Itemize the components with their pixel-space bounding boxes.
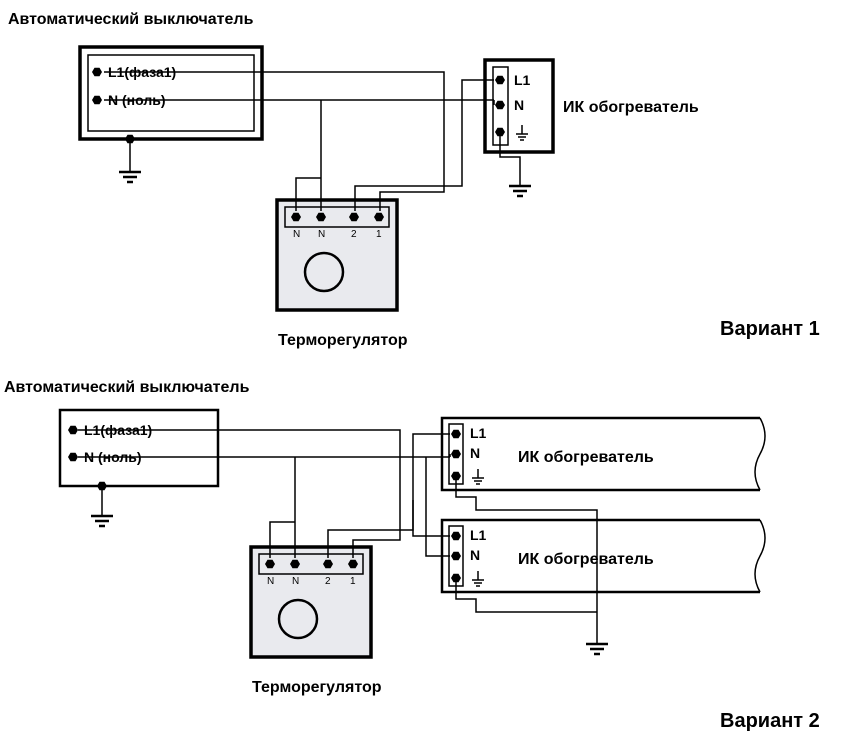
- variant-2-label: Вариант 2: [720, 710, 820, 732]
- h2a-l1: L1: [470, 425, 487, 441]
- thermo1-t1: N: [293, 229, 300, 240]
- thermostat-1: N N 2 1 Терморегулятор: [277, 200, 408, 349]
- h2a-label: ИК обогреватель: [518, 449, 654, 466]
- thermo2-t3: 2: [325, 576, 331, 587]
- h2b-label: ИК обогреватель: [518, 551, 654, 568]
- thermo2-t4: 1: [350, 576, 356, 587]
- heater-2b: L1 N ИК обогреватель: [442, 518, 830, 594]
- h2b-l1: L1: [470, 527, 487, 543]
- thermo1-t2: N: [318, 229, 325, 240]
- h2a-n: N: [470, 445, 480, 461]
- variant-1-label: Вариант 1: [720, 318, 820, 340]
- heater-2a: L1 N ИК обогреватель: [442, 416, 830, 492]
- thermostat-2: N N 2 1 Терморегулятор: [251, 547, 382, 696]
- circuit-breaker-1: L1(фаза1) N (ноль): [80, 47, 262, 182]
- variant-2: Автоматический выключатель L1(фаза1) N (…: [4, 379, 830, 732]
- variant-1: Автоматический выключатель L1(фаза1) N (…: [8, 11, 820, 349]
- heater1-label: ИК обогреватель: [563, 99, 699, 116]
- breaker-title-2: Автоматический выключатель: [4, 379, 250, 396]
- breaker-title-1: Автоматический выключатель: [8, 11, 254, 28]
- thermostat2-label: Терморегулятор: [252, 679, 382, 696]
- thermo2-t2: N: [292, 576, 299, 587]
- heater1-n: N: [514, 97, 524, 113]
- thermo1-t4: 1: [376, 229, 382, 240]
- h2b-n: N: [470, 547, 480, 563]
- circuit-breaker-2: L1(фаза1) N (ноль): [60, 410, 218, 526]
- heater1-l1: L1: [514, 72, 531, 88]
- wiring-diagram: Автоматический выключатель L1(фаза1) N (…: [0, 0, 850, 744]
- thermo2-t1: N: [267, 576, 274, 587]
- thermo1-t3: 2: [351, 229, 357, 240]
- thermostat1-label: Терморегулятор: [278, 332, 408, 349]
- heater-1: L1 N ИК обогреватель: [485, 60, 699, 196]
